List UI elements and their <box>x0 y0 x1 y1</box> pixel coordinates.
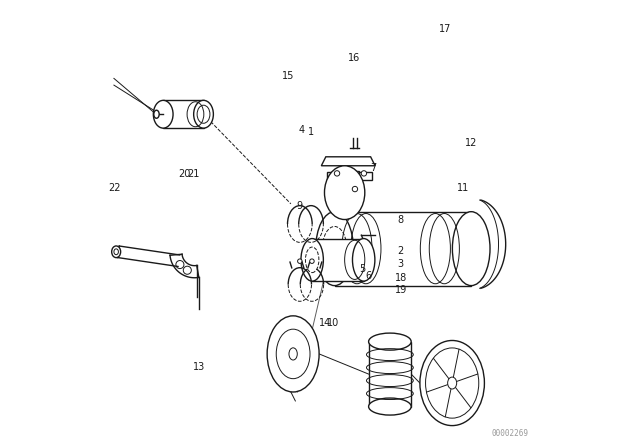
Ellipse shape <box>310 259 314 263</box>
Text: 15: 15 <box>282 71 295 81</box>
Text: 20: 20 <box>179 169 191 179</box>
Text: 7: 7 <box>371 163 377 173</box>
Text: 2: 2 <box>397 246 404 256</box>
Text: 17: 17 <box>439 24 452 34</box>
Ellipse shape <box>301 238 323 281</box>
Text: 13: 13 <box>193 362 205 372</box>
Ellipse shape <box>112 246 121 258</box>
Text: 3: 3 <box>397 259 404 269</box>
Bar <box>327 172 372 180</box>
Ellipse shape <box>197 105 210 123</box>
Ellipse shape <box>352 186 358 192</box>
Text: 6: 6 <box>365 271 371 280</box>
Ellipse shape <box>369 398 411 415</box>
Ellipse shape <box>267 316 319 392</box>
Text: 12: 12 <box>465 138 477 148</box>
Text: 8: 8 <box>397 215 404 224</box>
Bar <box>312 238 364 281</box>
Text: 14: 14 <box>319 318 332 327</box>
Ellipse shape <box>426 348 479 418</box>
Ellipse shape <box>154 110 159 118</box>
Text: 4: 4 <box>298 125 304 135</box>
Text: 1: 1 <box>308 127 314 137</box>
Text: 00002269: 00002269 <box>492 429 529 438</box>
Bar <box>163 100 204 128</box>
Ellipse shape <box>447 377 457 389</box>
Ellipse shape <box>361 171 367 176</box>
Ellipse shape <box>154 100 173 128</box>
Ellipse shape <box>305 247 319 272</box>
Text: 21: 21 <box>188 169 200 179</box>
Ellipse shape <box>114 249 118 254</box>
Polygon shape <box>321 157 375 166</box>
Ellipse shape <box>420 340 484 426</box>
Text: 10: 10 <box>327 318 340 327</box>
Text: 18: 18 <box>394 273 407 283</box>
Bar <box>351 171 358 200</box>
Text: 9: 9 <box>297 201 303 211</box>
Ellipse shape <box>194 100 213 128</box>
Text: 16: 16 <box>348 53 360 63</box>
Ellipse shape <box>276 329 310 379</box>
Ellipse shape <box>323 227 347 271</box>
Ellipse shape <box>334 171 340 176</box>
Ellipse shape <box>452 212 490 286</box>
Bar <box>335 212 471 286</box>
Ellipse shape <box>369 333 411 350</box>
Text: 19: 19 <box>394 285 407 295</box>
Text: 11: 11 <box>457 183 470 193</box>
Ellipse shape <box>289 348 297 360</box>
Ellipse shape <box>298 259 302 263</box>
Ellipse shape <box>353 238 375 281</box>
Text: 5: 5 <box>360 264 365 274</box>
Ellipse shape <box>324 166 365 220</box>
Text: 22: 22 <box>109 183 121 193</box>
Bar <box>369 342 411 407</box>
Ellipse shape <box>316 212 353 286</box>
